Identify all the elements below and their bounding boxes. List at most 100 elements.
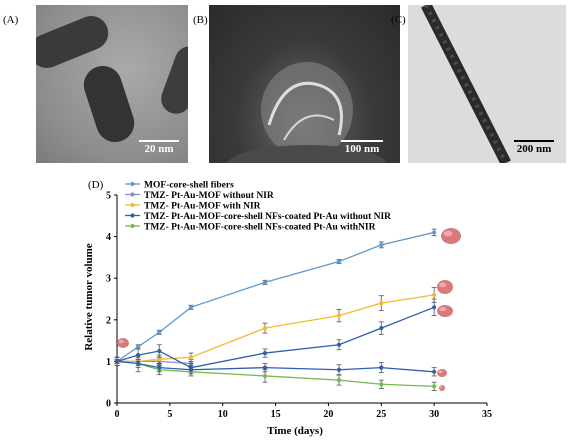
- legend-marker: [130, 202, 135, 208]
- data-point: [157, 357, 162, 362]
- x-tick-label: 30: [429, 409, 439, 420]
- panel-a-label: (A): [3, 14, 19, 26]
- tumor-highlight: [118, 339, 124, 344]
- chart-axes: 0 5 10 15 20 25 30 35 0 1 2 3 4 5: [106, 191, 492, 421]
- y-tick-label: 0: [106, 399, 111, 410]
- panel-b-sem-image: [209, 5, 400, 163]
- panel-a-scale-label: 20 nm: [144, 143, 174, 155]
- substrate-shape: [227, 145, 387, 163]
- data-point: [336, 259, 342, 264]
- panel-c-tem-image: [408, 5, 566, 163]
- tumor-photo: [437, 305, 453, 317]
- data-point: [379, 326, 384, 331]
- chart-series: [114, 228, 437, 391]
- series-line: [117, 294, 435, 363]
- tumor-photo: [439, 385, 445, 391]
- panel-b-scale-bar: 100 nm: [341, 140, 383, 155]
- data-point: [336, 367, 342, 372]
- tumor-highlight: [443, 230, 453, 237]
- data-point: [157, 348, 162, 354]
- x-tick-label: 10: [218, 409, 228, 420]
- tumor-highlight: [438, 370, 443, 374]
- data-point: [136, 344, 141, 349]
- x-axis-label: Time (days): [267, 425, 323, 437]
- data-point: [262, 280, 268, 285]
- legend-marker: [130, 192, 135, 197]
- tumor-photo: [117, 338, 129, 348]
- legend-marker: [130, 181, 135, 187]
- y-tick-label: 2: [106, 315, 111, 326]
- nanorod-shape: [36, 16, 109, 68]
- data-point: [262, 326, 268, 331]
- y-tick-label: 5: [106, 191, 111, 202]
- fiber-illustration: [421, 5, 511, 163]
- tumor-highlight: [439, 386, 443, 389]
- data-point: [432, 292, 437, 297]
- data-point: [379, 301, 384, 306]
- data-point: [379, 382, 384, 387]
- panel-b-label: (B): [193, 14, 208, 26]
- particle-highlight: [283, 114, 335, 141]
- panel-d-label: (D): [88, 179, 104, 191]
- y-axis-label: Relative tumor volume: [83, 243, 95, 350]
- series-line: [116, 360, 435, 373]
- tumor-highlight: [439, 307, 447, 312]
- particle-shape: [261, 62, 353, 158]
- data-point: [432, 369, 437, 374]
- data-point: [336, 342, 342, 347]
- series-line: [116, 306, 435, 369]
- panel-c-scale-label: 200 nm: [516, 143, 552, 155]
- tumor-photo: [437, 280, 453, 294]
- data-point: [114, 359, 120, 364]
- series-line: [116, 231, 435, 362]
- data-point: [157, 330, 162, 335]
- series-line: [116, 360, 435, 388]
- data-point: [262, 373, 268, 379]
- tumor-highlight: [439, 282, 447, 288]
- panel-b-scale-label: 100 nm: [344, 143, 380, 155]
- panel-a-scale-bar: 20 nm: [139, 140, 179, 155]
- tumor-photo: [441, 228, 461, 244]
- data-point: [336, 313, 342, 318]
- x-tick-label: 15: [271, 409, 281, 420]
- panel-c-scale-bar: 200 nm: [514, 140, 554, 155]
- y-tick-label: 1: [106, 357, 111, 368]
- nanorod-shape: [83, 65, 135, 143]
- legend-marker: [130, 223, 135, 229]
- tumor-photo: [437, 369, 447, 377]
- legend-label: MOF-core-shell fibers: [144, 181, 234, 191]
- x-tick-label: 0: [115, 409, 120, 420]
- legend-label: TMZ- Pt-Au-MOF-core-shell NFs-coated Pt-…: [144, 223, 376, 233]
- fiber-core: [424, 5, 508, 163]
- data-point: [336, 378, 342, 383]
- particle-highlight: [267, 82, 343, 136]
- panel-a-tem-image: [36, 5, 188, 163]
- tumor-photos: [117, 228, 461, 391]
- data-point: [262, 365, 268, 370]
- y-tick-label: 3: [106, 274, 111, 285]
- legend-label: TMZ- Pt-Au-MOF without NIR: [144, 191, 274, 201]
- particle-illustration: [227, 62, 387, 163]
- data-point: [379, 242, 384, 248]
- data-point: [262, 350, 268, 356]
- x-tick-label: 5: [167, 409, 172, 420]
- data-point: [379, 365, 384, 370]
- legend-label: TMZ- Pt-Au-MOF with NIR: [144, 202, 261, 212]
- x-tick-label: 35: [482, 409, 492, 420]
- legend-marker: [130, 213, 135, 218]
- data-point: [432, 230, 437, 235]
- nanorods-illustration: [36, 16, 188, 143]
- y-tick-label: 4: [106, 232, 111, 243]
- data-point: [136, 361, 141, 366]
- panel-c-label: (C): [391, 14, 406, 26]
- x-tick-label: 25: [376, 409, 386, 420]
- data-point: [188, 355, 194, 360]
- data-point: [432, 384, 437, 389]
- data-point: [188, 305, 194, 310]
- data-point: [432, 305, 437, 310]
- data-point: [188, 367, 194, 372]
- data-point: [157, 365, 162, 370]
- x-tick-label: 20: [323, 409, 333, 420]
